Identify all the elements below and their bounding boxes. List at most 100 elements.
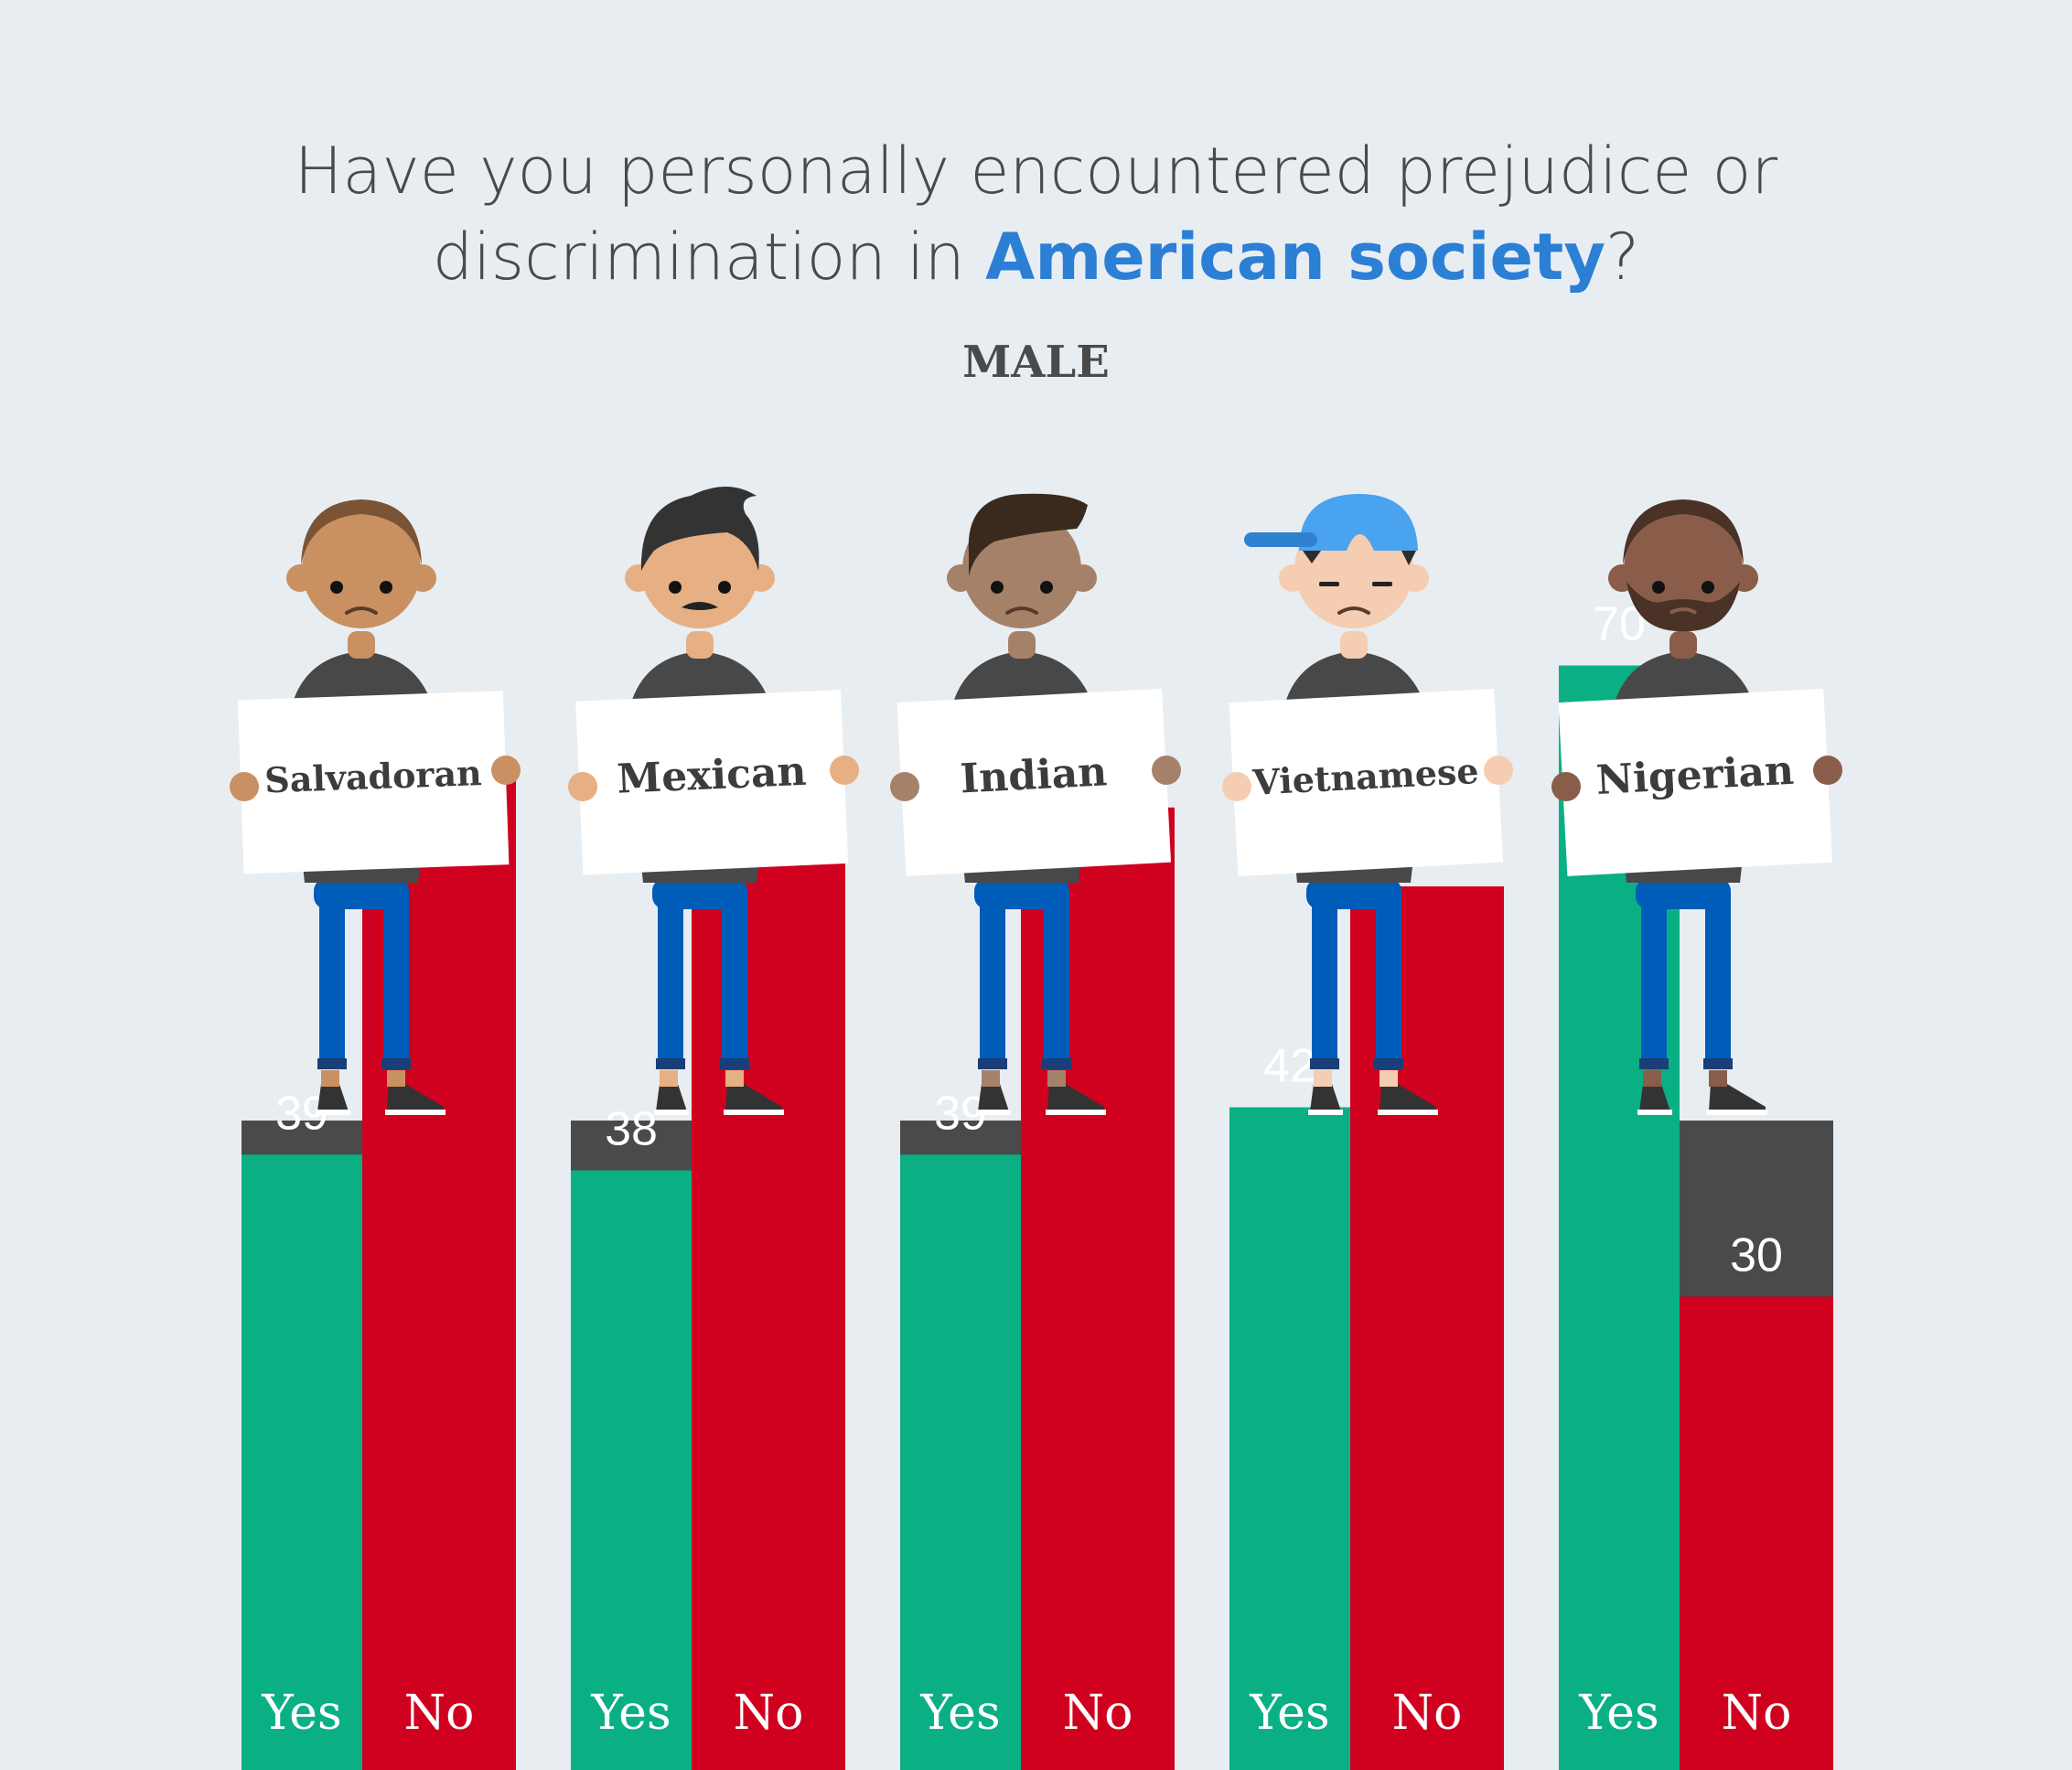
head xyxy=(302,510,421,628)
sole-right xyxy=(1046,1110,1106,1115)
cuff-right xyxy=(381,1058,411,1069)
shoe-right xyxy=(725,1084,782,1111)
bar-no xyxy=(692,854,845,1770)
cuff-left xyxy=(1639,1058,1669,1069)
sole-right xyxy=(724,1110,784,1115)
leg-left xyxy=(1641,892,1667,1067)
sign: Vietnamese xyxy=(1229,688,1504,876)
eye-right xyxy=(380,581,392,594)
ankle-left xyxy=(1643,1070,1661,1087)
sign: Salvadoran xyxy=(237,691,510,874)
leg-right xyxy=(722,892,747,1067)
eye-right xyxy=(1702,581,1714,594)
shoe-left xyxy=(978,1084,1009,1111)
data-label-no: 30 xyxy=(1730,1229,1783,1282)
hair xyxy=(301,499,422,565)
ankle-left xyxy=(1314,1070,1332,1087)
hair xyxy=(1623,499,1744,565)
sole-right xyxy=(385,1110,446,1115)
title-line-1: Have you personally encountered prejudic… xyxy=(294,134,1778,209)
sign-card xyxy=(1229,688,1504,876)
neck xyxy=(1340,631,1368,659)
sideburn-right xyxy=(1401,551,1416,565)
ankle-left xyxy=(321,1070,339,1087)
leg-left xyxy=(980,892,1005,1067)
series-label-no: No xyxy=(404,1686,475,1741)
series-label-yes: Yes xyxy=(1249,1686,1329,1741)
cuff-right xyxy=(1042,1058,1071,1069)
hand-left xyxy=(1551,772,1581,801)
sign-label: Indian xyxy=(959,748,1108,802)
cuff-left xyxy=(1310,1058,1339,1069)
shoe-right xyxy=(1047,1084,1104,1111)
chart-subtitle: MALE xyxy=(962,337,1110,388)
ankle-left xyxy=(660,1070,678,1087)
beard xyxy=(1626,582,1740,632)
sideburn-left xyxy=(1303,551,1321,563)
sign-label: Nigerian xyxy=(1595,747,1795,804)
title-line-2-start: discrimination in xyxy=(432,220,986,295)
cap-gap xyxy=(1347,534,1374,551)
mouth xyxy=(1005,606,1038,615)
series-label-no: No xyxy=(734,1686,804,1741)
cap-visor xyxy=(1244,532,1317,547)
figure-vietnamese: Vietnamese xyxy=(1222,494,1513,1115)
title-highlight: American society xyxy=(985,220,1606,295)
neck xyxy=(1669,631,1697,659)
eye-left xyxy=(1319,582,1339,586)
cuff-right xyxy=(1374,1058,1403,1069)
cap xyxy=(1299,494,1418,551)
sole-left xyxy=(316,1110,350,1115)
ankle-right xyxy=(725,1070,744,1087)
sole-right xyxy=(1378,1110,1438,1115)
eye-left xyxy=(991,581,1004,594)
series-label-no: No xyxy=(1063,1686,1133,1741)
mustache xyxy=(682,602,718,610)
shoe-right xyxy=(1709,1084,1766,1111)
cuff-left xyxy=(656,1058,685,1069)
title-line-2: discrimination in American society? xyxy=(0,214,2072,300)
leg-left xyxy=(1312,892,1337,1067)
sole-left xyxy=(976,1110,1011,1115)
hand-right xyxy=(830,756,859,785)
head xyxy=(1624,510,1743,628)
figure-indian: Indian xyxy=(890,493,1181,1115)
mouth xyxy=(345,606,378,615)
neck xyxy=(686,631,714,659)
shoe-left xyxy=(317,1084,349,1111)
ankle-right xyxy=(1047,1070,1066,1087)
sign: Mexican xyxy=(575,690,849,875)
ankle-right xyxy=(387,1070,405,1087)
bar-yes xyxy=(900,1154,1021,1770)
bar-no xyxy=(1350,886,1504,1770)
shoe-left xyxy=(1639,1084,1670,1111)
leg-right xyxy=(1376,892,1401,1067)
sign-card xyxy=(237,691,510,874)
shoe-right xyxy=(387,1084,444,1111)
series-label-yes: Yes xyxy=(1578,1686,1659,1741)
sign-card xyxy=(575,690,849,875)
cuff-left xyxy=(978,1058,1007,1069)
shoe-right xyxy=(1380,1084,1436,1111)
hand-left xyxy=(568,772,597,801)
leg-right xyxy=(1705,892,1731,1067)
eye-left xyxy=(669,581,682,594)
data-label-yes: 42 xyxy=(1263,1040,1316,1093)
ankle-right xyxy=(1380,1070,1398,1087)
cuff-left xyxy=(317,1058,347,1069)
sign: Indian xyxy=(896,688,1172,876)
shoe-left xyxy=(1310,1084,1341,1111)
neck xyxy=(1008,631,1036,659)
hair xyxy=(640,487,759,571)
mouth xyxy=(1337,606,1370,615)
figure-salvadoran: Salvadoran xyxy=(230,499,521,1115)
data-label-yes: 38 xyxy=(605,1103,658,1156)
eye-left xyxy=(330,581,343,594)
hand-right xyxy=(1152,756,1181,785)
ankle-right xyxy=(1709,1070,1727,1087)
hand-right xyxy=(1484,756,1513,785)
hand-right xyxy=(1813,756,1842,785)
sole-left xyxy=(1637,1110,1672,1115)
eye-right xyxy=(1040,581,1053,594)
hair xyxy=(968,493,1088,576)
